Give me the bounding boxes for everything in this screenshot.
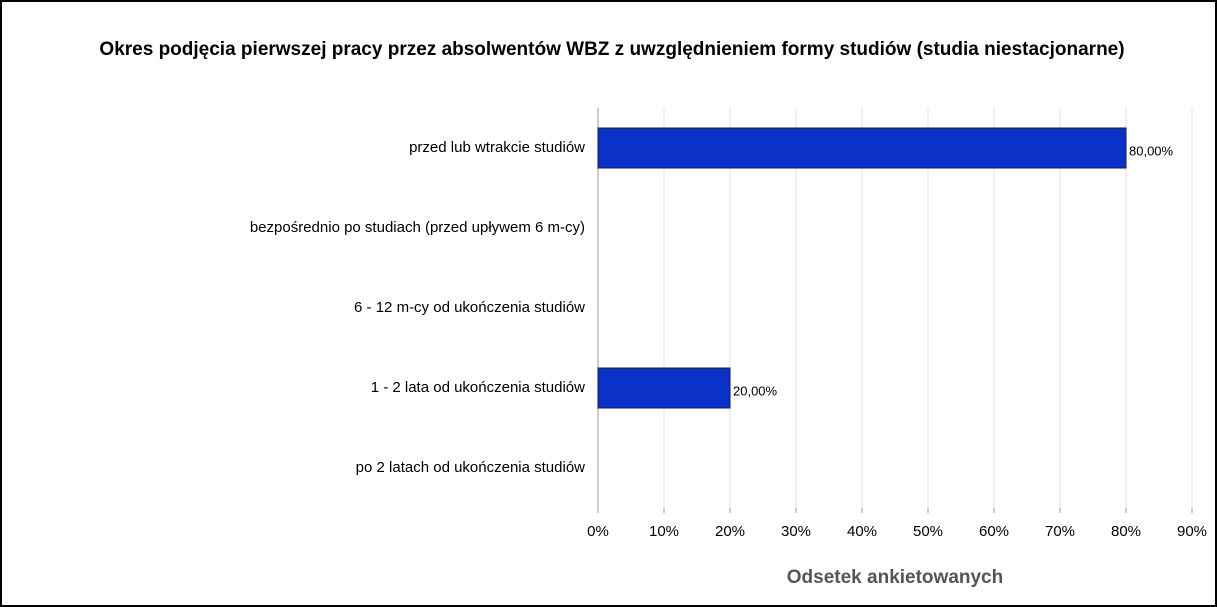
x-tick-label: 60% [979,523,1009,540]
value-label: 80,00% [1129,143,1174,158]
x-tick-label: 20% [715,523,745,540]
bar [597,367,731,409]
x-tick-label: 30% [781,523,811,540]
x-tick-label: 70% [1045,523,1075,540]
y-tick-label: bezpośrednio po studiach (przed upływem … [250,219,585,236]
x-tick-label: 80% [1111,523,1141,540]
bar [597,127,1127,169]
x-tick-label: 10% [649,523,679,540]
x-tick-label: 0% [587,523,609,540]
x-tick-label: 50% [913,523,943,540]
value-label: 20,00% [733,383,778,398]
y-tick-label: po 2 latach od ukończenia studiów [356,459,585,476]
x-tick-label: 90% [1177,523,1207,540]
x-axis-label: Odsetek ankietowanych [787,567,1003,588]
y-tick-label: 1 - 2 lata od ukończenia studiów [371,379,585,396]
y-tick-label: 6 - 12 m-cy od ukończenia studiów [354,299,585,316]
x-tick-label: 40% [847,523,877,540]
y-tick-label: przed lub wtrakcie studiów [409,139,585,156]
chart-title: Okres podjęcia pierwszej pracy przez abs… [99,39,1125,60]
